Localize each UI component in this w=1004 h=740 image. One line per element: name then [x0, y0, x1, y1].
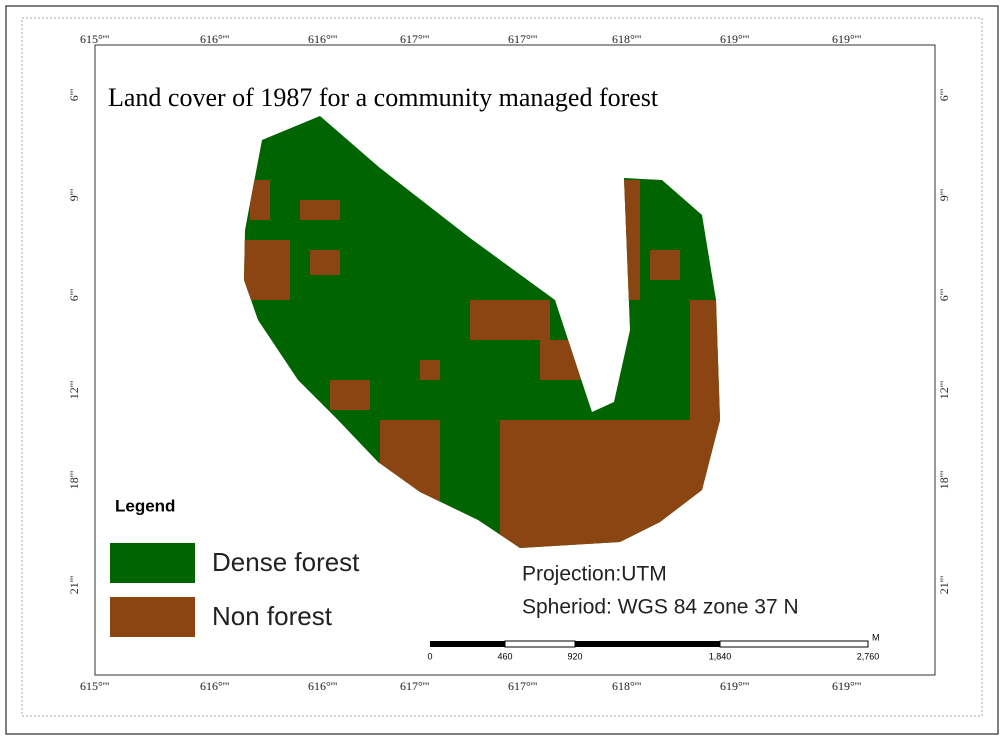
- legend-swatch: [110, 543, 195, 583]
- scale-label: 1,840: [709, 651, 732, 661]
- map-page: Land cover of 1987 for a community manag…: [0, 0, 1004, 740]
- scale-unit: M: [872, 632, 880, 642]
- left-coord-label: 6''': [67, 289, 81, 302]
- bottom-coord-label: 615°''': [80, 679, 109, 693]
- bottom-coord-label: 617°''': [400, 679, 429, 693]
- top-coord-label: 619°''': [832, 32, 861, 46]
- legend-label: Non forest: [212, 601, 333, 631]
- left-coord-label: 12''': [67, 381, 81, 400]
- right-coord-label: 6''': [937, 289, 951, 302]
- top-coord-label: 616°''': [200, 32, 229, 46]
- legend-swatch: [110, 597, 195, 637]
- bottom-coord-label: 618°''': [612, 679, 641, 693]
- left-coord-label: 9''': [67, 189, 81, 202]
- scale-label: 460: [497, 651, 512, 661]
- scale-label: 920: [567, 651, 582, 661]
- top-coord-label: 615°''': [80, 32, 109, 46]
- right-coord-label: 9''': [937, 189, 951, 202]
- map-title: Land cover of 1987 for a community manag…: [108, 83, 659, 112]
- top-coord-label: 618°''': [612, 32, 641, 46]
- bottom-coord-label: 619°''': [832, 679, 861, 693]
- top-coord-label: 616°''': [308, 32, 337, 46]
- scale-label: 2,760: [857, 651, 880, 661]
- right-coord-label: 6''': [937, 89, 951, 102]
- bottom-coord-label: 616°''': [200, 679, 229, 693]
- bottom-coord-label: 616°''': [308, 679, 337, 693]
- left-coord-label: 18''': [67, 471, 81, 490]
- right-coord-label: 21''': [937, 576, 951, 595]
- legend-label: Dense forest: [212, 547, 360, 577]
- spheroid: Spheriod: WGS 84 zone 37 N: [522, 596, 799, 619]
- projection: Projection:UTM: [522, 563, 667, 586]
- scale-bar: [430, 641, 868, 647]
- right-coord-label: 12''': [937, 381, 951, 400]
- left-coord-label: 6''': [67, 89, 81, 102]
- top-coord-label: 619°''': [720, 32, 749, 46]
- legend-title: Legend: [115, 496, 175, 515]
- top-coord-label: 617°''': [400, 32, 429, 46]
- left-coord-label: 21''': [67, 576, 81, 595]
- scale-label: 0: [427, 651, 432, 661]
- right-coord-label: 18''': [937, 471, 951, 490]
- top-coord-label: 617°''': [508, 32, 537, 46]
- bottom-coord-label: 617°''': [508, 679, 537, 693]
- bottom-coord-label: 619°''': [720, 679, 749, 693]
